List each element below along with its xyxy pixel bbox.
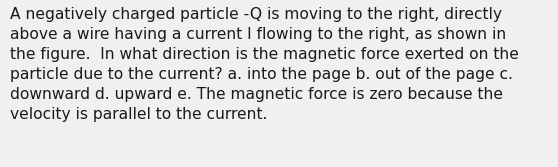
Text: A negatively charged particle -Q is moving to the right, directly
above a wire h: A negatively charged particle -Q is movi… bbox=[10, 7, 519, 122]
